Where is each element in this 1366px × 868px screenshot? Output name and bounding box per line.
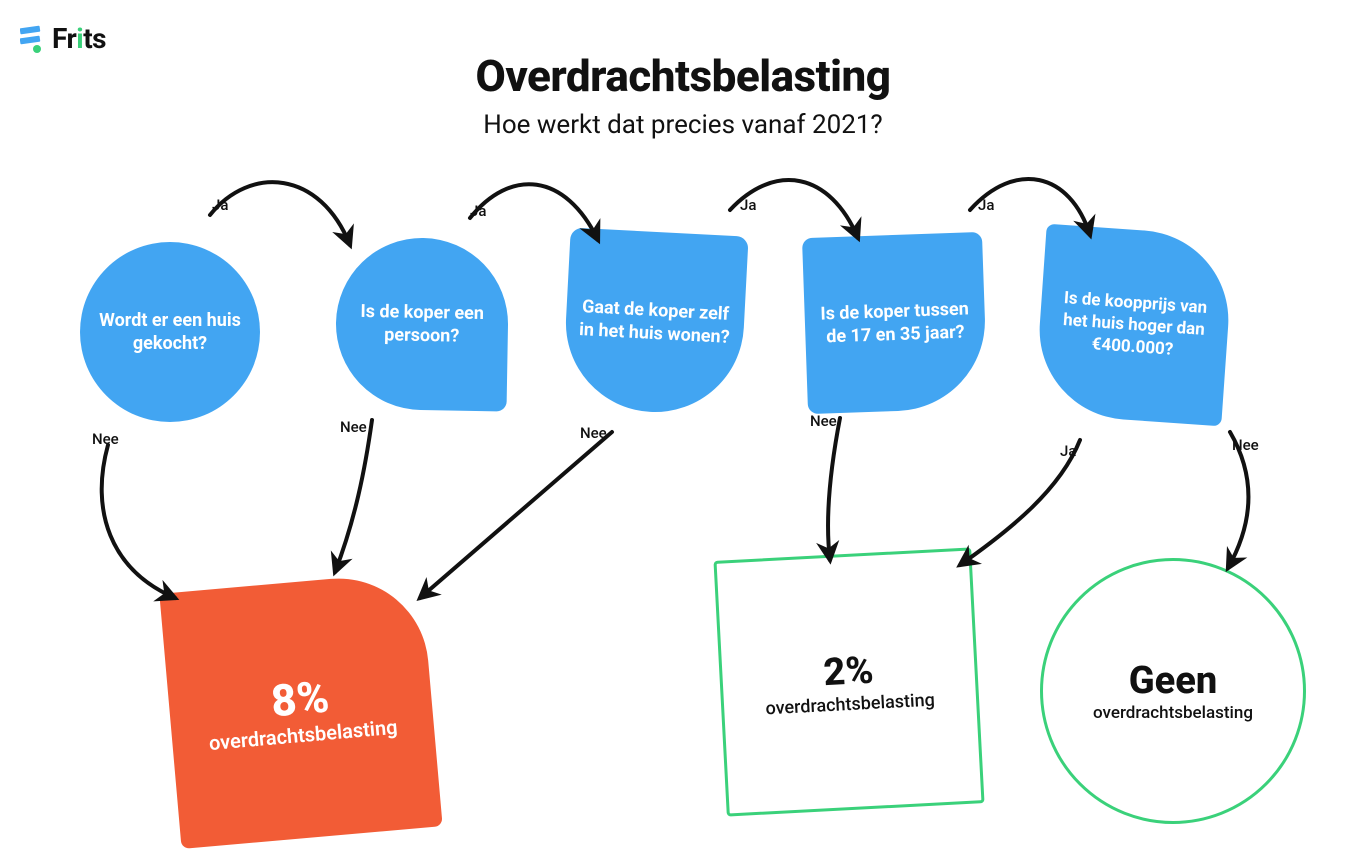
outcome-sub: overdrachtsbelasting [1093, 703, 1253, 723]
outcome-sub: overdrachtsbelasting [765, 689, 935, 719]
question-node-q2: Is de koper een persoon? [335, 237, 510, 412]
arrow-q2-out8 [335, 420, 372, 572]
edge-label-no: Nee [92, 430, 119, 448]
question-node-q3: Gaat de koper zelf in het huis wonen? [561, 227, 748, 416]
edge-label-yes: Ja [1060, 442, 1076, 460]
arrow-q1-q2 [210, 182, 350, 245]
edge-label-no: Nee [340, 418, 367, 436]
edge-label-yes: Ja [740, 196, 756, 214]
brand-logo-mark [20, 25, 44, 53]
outcome-big: 8% [269, 671, 331, 728]
edge-label-no: Nee [810, 412, 837, 430]
question-text: Is de koopprijs van het huis hoger dan €… [1050, 286, 1218, 364]
question-text: Is de koper een persoon? [348, 299, 497, 348]
infographic-canvas: Frits Overdrachtsbelasting Hoe werkt dat… [0, 0, 1366, 868]
question-node-q4: Is de koper tussen de 17 en 35 jaar? [802, 232, 988, 414]
outcome-big: 2% [822, 648, 874, 695]
outcome-node-none: Geen overdrachtsbelasting [1040, 558, 1306, 824]
outcome-node-2pct: 2% overdrachtsbelasting [713, 547, 984, 816]
page-subtitle: Hoe werkt dat precies vanaf 2021? [0, 110, 1366, 140]
question-node-q1: Wordt er een huis gekocht? [80, 242, 260, 422]
outcome-big: Geen [1129, 659, 1218, 703]
edge-label-yes: Ja [212, 196, 228, 214]
page-title: Overdrachtsbelasting [0, 50, 1366, 102]
arrow-q3-out8 [420, 432, 612, 598]
edge-label-yes: Ja [470, 202, 486, 220]
edge-label-no: Nee [1232, 436, 1259, 454]
edge-label-no: Nee [580, 424, 607, 442]
edge-label-yes: Ja [978, 196, 994, 214]
question-text: Wordt er een huis gekocht? [92, 309, 248, 356]
arrow-q1-out8 [102, 445, 175, 598]
question-text: Is de koper tussen de 17 en 35 jaar? [816, 297, 974, 349]
arrow-q4-out2 [828, 418, 840, 560]
question-node-q5: Is de koopprijs van het huis hoger dan €… [1034, 224, 1235, 427]
question-text: Gaat de koper zelf in het huis wonen? [577, 295, 733, 350]
outcome-node-8pct: 8% overdrachtsbelasting [159, 571, 442, 849]
